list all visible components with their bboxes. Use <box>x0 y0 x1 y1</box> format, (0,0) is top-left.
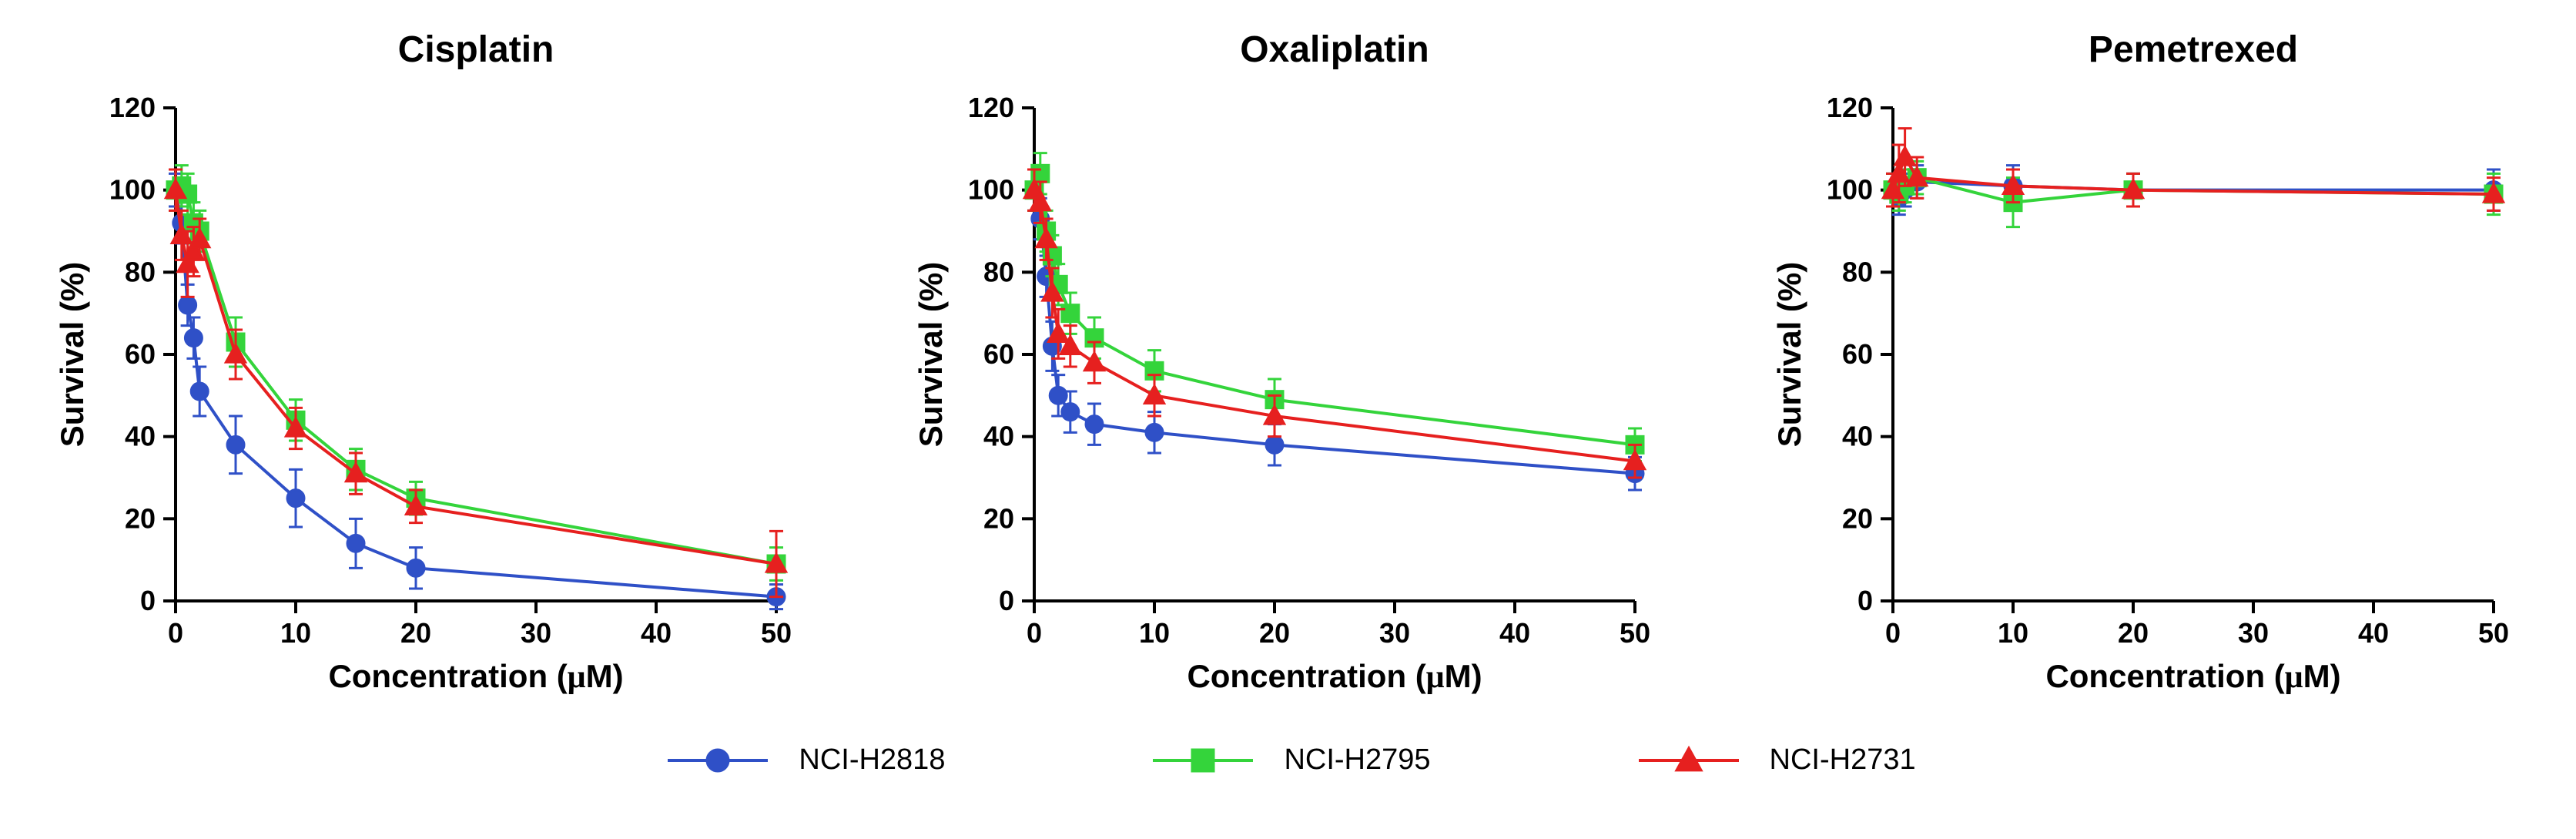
legend-item-NCI-H2818: NCI-H2818 <box>660 743 945 777</box>
y-axis-label: Survival (%) <box>1771 262 1807 447</box>
y-tick-label: 60 <box>1841 338 1872 370</box>
x-axis-label: Concentration (μM) <box>1187 658 1482 695</box>
y-tick-label: 80 <box>983 256 1013 287</box>
x-tick-label: 10 <box>1138 617 1169 649</box>
x-tick-label: 30 <box>1378 617 1409 649</box>
legend-label: NCI-H2818 <box>799 743 945 777</box>
legend-label: NCI-H2795 <box>1284 743 1430 777</box>
panel-title: Oxaliplatin <box>1240 29 1429 70</box>
y-tick-label: 20 <box>1841 502 1872 534</box>
x-tick-label: 40 <box>2357 617 2388 649</box>
panel-oxaliplatin: Oxaliplatin 0 20 40 60 80 100 120 0 10 20 30 40 50 Con… <box>896 15 1681 713</box>
y-tick-label: 40 <box>124 421 155 452</box>
x-tick-label: 0 <box>1884 617 1900 649</box>
x-tick-label: 40 <box>1499 617 1529 649</box>
y-tick-label: 120 <box>109 92 155 123</box>
series-line <box>1034 190 1635 461</box>
y-axis-label: Survival (%) <box>913 262 949 447</box>
x-tick-label: 50 <box>760 617 791 649</box>
panel-title: Pemetrexed <box>2088 29 2297 70</box>
x-tick-label: 30 <box>520 617 551 649</box>
x-tick-label: 20 <box>2117 617 2148 649</box>
y-tick-label: 0 <box>1857 585 1872 616</box>
x-tick-label: 0 <box>1026 617 1041 649</box>
y-tick-label: 100 <box>967 174 1013 206</box>
y-tick-label: 100 <box>109 174 155 206</box>
y-tick-label: 40 <box>1841 421 1872 452</box>
y-tick-label: 20 <box>124 502 155 534</box>
legend-item-NCI-H2795: NCI-H2795 <box>1145 743 1430 777</box>
x-tick-label: 10 <box>1997 617 2028 649</box>
y-tick-label: 80 <box>124 256 155 287</box>
x-axis-label: Concentration (μM) <box>2045 658 2340 695</box>
series-line <box>176 186 776 564</box>
x-tick-label: 40 <box>640 617 671 649</box>
x-tick-label: 50 <box>1619 617 1650 649</box>
y-tick-label: 80 <box>1841 256 1872 287</box>
x-tick-label: 30 <box>2237 617 2268 649</box>
y-tick-label: 0 <box>998 585 1013 616</box>
y-tick-label: 20 <box>983 502 1013 534</box>
legend: NCI-H2818 NCI-H2795 NCI-H2731 <box>0 743 2576 777</box>
y-tick-label: 60 <box>983 338 1013 370</box>
series-line <box>1034 190 1635 474</box>
legend-label: NCI-H2731 <box>1770 743 1916 777</box>
y-tick-label: 120 <box>967 92 1013 123</box>
y-tick-label: 40 <box>983 421 1013 452</box>
x-axis-label: Concentration (μM) <box>328 658 623 695</box>
x-tick-label: 50 <box>2477 617 2508 649</box>
y-tick-label: 60 <box>124 338 155 370</box>
x-tick-label: 0 <box>167 617 183 649</box>
legend-item-NCI-H2731: NCI-H2731 <box>1631 743 1916 777</box>
y-tick-label: 120 <box>1826 92 1872 123</box>
x-tick-label: 20 <box>400 617 430 649</box>
y-tick-label: 100 <box>1826 174 1872 206</box>
x-tick-label: 10 <box>280 617 310 649</box>
panels-row: Cisplatin02040608010012001020304050Conce… <box>0 0 2576 713</box>
y-axis-label: Survival (%) <box>54 262 90 447</box>
y-tick-label: 0 <box>139 585 155 616</box>
figure: Cisplatin02040608010012001020304050Conce… <box>0 0 2576 839</box>
panel-pemetrexed: Pemetrexed 0 20 40 60 80 100 120 0 10 20 30 40 50 Conc… <box>1754 15 2540 713</box>
x-tick-label: 20 <box>1258 617 1289 649</box>
panel-title: Cisplatin <box>397 29 554 70</box>
series-line <box>1034 173 1635 445</box>
panel-cisplatin: Cisplatin 0 20 40 60 80 100 120 0 10 20 30 40 50 Conce… <box>37 15 822 713</box>
